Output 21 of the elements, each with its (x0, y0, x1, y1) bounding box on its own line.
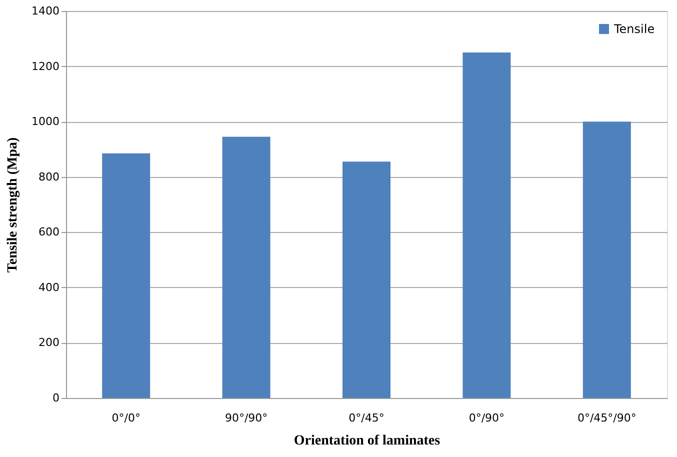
y-tick-label: 1400 (32, 4, 60, 18)
bar (222, 136, 270, 398)
y-tick-label: 1000 (32, 115, 60, 128)
y-tick-label: 400 (38, 280, 60, 294)
x-tick-label: 0°/45° (348, 412, 384, 424)
y-tick-label: 200 (38, 336, 60, 350)
legend-label: Tensile (613, 22, 655, 36)
y-tick-label: 600 (38, 226, 60, 239)
x-tick-label: 0°/90° (468, 412, 505, 424)
y-tick-label: 0 (52, 392, 60, 404)
y-tick-label: 800 (38, 170, 60, 184)
x-tick-label: 0°/45°/90° (577, 412, 636, 424)
y-tick-label: 1200 (32, 60, 60, 73)
bar (342, 162, 390, 398)
x-tick-label: 90°/90° (224, 412, 268, 424)
bar (462, 52, 511, 398)
x-axis-title: Orientation of laminates (294, 434, 441, 448)
x-tick-label: 0°/0° (112, 412, 140, 424)
y-axis-title: Tensile strength (Mpa) (6, 136, 21, 273)
bar (582, 122, 631, 398)
bar (102, 153, 150, 398)
